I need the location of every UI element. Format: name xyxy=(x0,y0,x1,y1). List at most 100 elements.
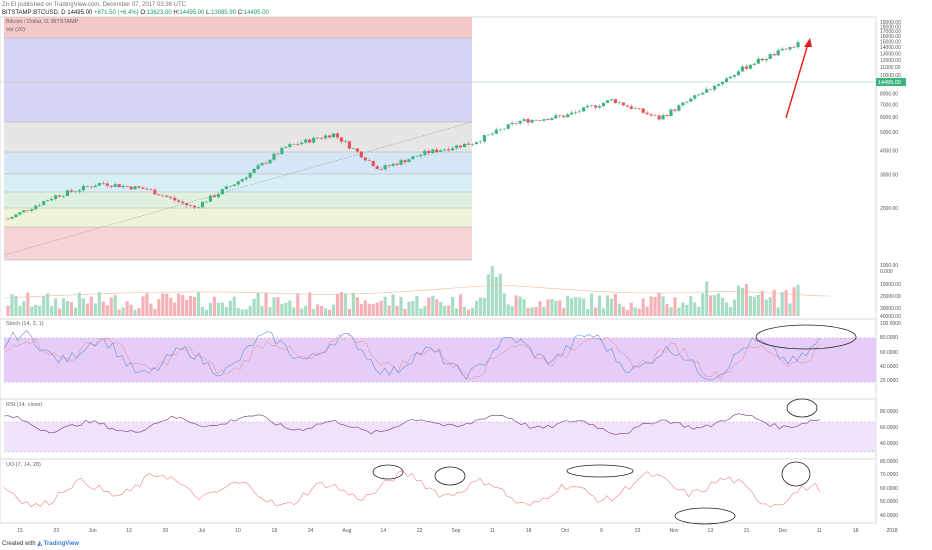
uo-line xyxy=(3,470,821,508)
volume-bar xyxy=(621,306,625,316)
candle-body xyxy=(343,141,348,142)
volume-bar xyxy=(423,305,427,316)
volume-bar xyxy=(724,302,729,316)
volume-bar xyxy=(566,295,570,316)
candle-body xyxy=(335,133,340,138)
open-value: 13623.00 xyxy=(146,10,172,16)
candle-body xyxy=(474,142,479,145)
volume-bar xyxy=(113,295,117,316)
candle-body xyxy=(419,154,423,157)
candle-body xyxy=(387,165,391,166)
candle-body xyxy=(113,184,117,187)
price-tick-label: 17000.00 xyxy=(880,29,901,35)
time-tick-label: 23 xyxy=(54,528,60,534)
volume-bar xyxy=(605,295,610,316)
target-arrow-line xyxy=(785,43,809,119)
volume-bar xyxy=(145,293,149,316)
candle-body xyxy=(681,102,685,106)
candles xyxy=(6,40,800,220)
hand-drawn-circle xyxy=(372,464,404,480)
volume-bar xyxy=(574,297,578,316)
candle-body xyxy=(641,108,645,113)
volume-bar xyxy=(764,299,768,316)
volume-bar xyxy=(196,292,201,316)
candle-body xyxy=(796,42,800,48)
volume-bar xyxy=(284,302,288,316)
tradingview-logo[interactable]: ◭ TradingView xyxy=(37,541,79,547)
volume-bar xyxy=(506,304,510,316)
candle-body xyxy=(6,218,10,220)
volume-bar xyxy=(689,295,693,316)
candle-body xyxy=(399,160,403,165)
candle-body xyxy=(50,198,54,201)
volume-bar xyxy=(50,305,54,316)
volume-bar xyxy=(709,295,713,316)
candle-body xyxy=(728,76,733,79)
candle-body xyxy=(713,85,717,90)
volume-bar xyxy=(77,292,82,316)
volume-bar xyxy=(399,296,403,316)
candle-body xyxy=(748,64,752,69)
time-tick-label: Nov xyxy=(670,528,679,534)
candle-body xyxy=(371,160,375,167)
candle-body xyxy=(645,112,649,115)
candle-body xyxy=(677,105,681,111)
candle-body xyxy=(578,111,582,113)
volume-bar xyxy=(58,308,62,316)
fib-bands xyxy=(3,17,473,261)
candle-body xyxy=(347,141,351,149)
candle-body xyxy=(780,48,784,51)
volume-bar xyxy=(490,266,494,316)
volume-bar xyxy=(81,298,85,316)
candle-body xyxy=(673,109,677,111)
volume-tick-label: 40000.00 xyxy=(880,314,901,320)
volume-bar xyxy=(669,307,673,316)
price-tick-label: 18000.00 xyxy=(880,24,901,30)
volume-bar xyxy=(300,308,304,316)
volume-bar xyxy=(601,308,606,316)
candle-body xyxy=(574,111,578,113)
volume-bar xyxy=(673,297,677,316)
candle-body xyxy=(26,210,30,211)
volume-bar xyxy=(736,285,741,316)
candle-body xyxy=(470,144,475,145)
price-tick-label: 16000.00 xyxy=(880,34,901,40)
candle-body xyxy=(316,137,320,139)
price-badge xyxy=(876,78,906,86)
candle-body xyxy=(58,195,62,197)
candle-body xyxy=(109,185,113,187)
volume-bar xyxy=(216,302,220,316)
price-axis: 19000.0018000.0017000.0016000.0015000.00… xyxy=(880,20,901,519)
volume-bar xyxy=(756,294,760,316)
volume-bar xyxy=(141,296,145,316)
fib-band xyxy=(4,122,472,152)
volume-bar xyxy=(181,295,185,316)
candle-body xyxy=(212,195,217,198)
candle-body xyxy=(93,185,97,188)
author-name[interactable]: Zn EI xyxy=(2,2,17,8)
volume-bar xyxy=(61,298,66,316)
uo-tick-label: 70.0000 xyxy=(880,472,898,478)
candle-body xyxy=(665,115,669,116)
candle-body xyxy=(339,137,344,142)
candle-body xyxy=(359,151,363,158)
volume-bar xyxy=(387,305,391,316)
volume-bar xyxy=(93,303,97,316)
candle-body xyxy=(772,54,776,56)
price-tick-label: 19000.00 xyxy=(880,20,901,26)
hand-drawn-circle xyxy=(781,461,811,487)
close-value: 14495.00 xyxy=(243,10,269,16)
uo-tick-label: 60.0000 xyxy=(880,486,898,492)
volume-bar xyxy=(371,304,375,316)
candle-body xyxy=(161,195,165,197)
volume-bar xyxy=(589,293,594,316)
candle-body xyxy=(518,120,522,124)
price-tick-label: 8000.00 xyxy=(880,91,898,97)
volume-bar xyxy=(732,299,737,316)
volume-bar xyxy=(383,296,387,316)
candle-body xyxy=(788,47,792,50)
candle-body xyxy=(244,177,248,180)
fib-band xyxy=(4,17,472,38)
candle-body xyxy=(685,101,689,103)
